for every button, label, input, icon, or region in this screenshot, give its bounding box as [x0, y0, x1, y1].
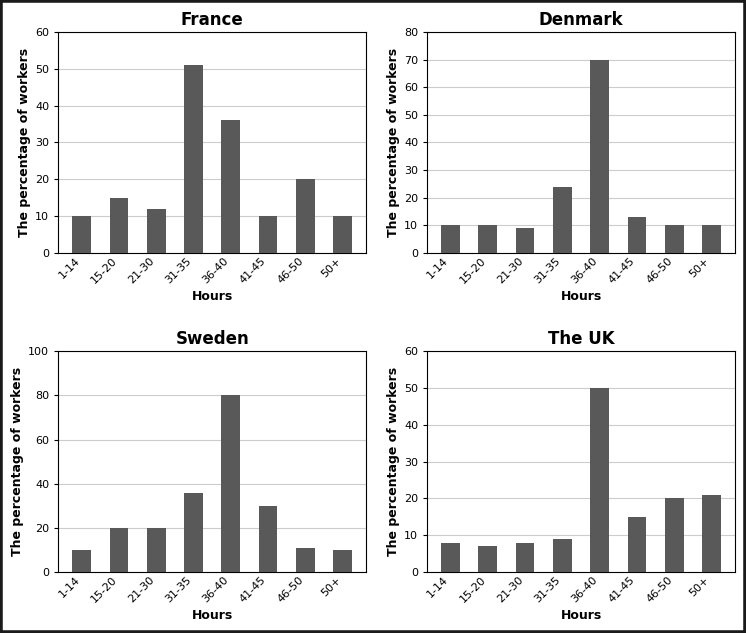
Y-axis label: The percentage of workers: The percentage of workers — [11, 367, 24, 556]
Bar — [296, 548, 315, 572]
Bar — [590, 388, 609, 572]
Bar — [110, 197, 128, 253]
X-axis label: Hours: Hours — [560, 290, 602, 303]
Bar — [259, 216, 278, 253]
Bar — [553, 187, 571, 253]
Bar — [72, 216, 91, 253]
Title: The UK: The UK — [548, 330, 615, 348]
Bar — [259, 506, 278, 572]
Bar — [665, 499, 683, 572]
Bar — [296, 179, 315, 253]
Bar — [590, 60, 609, 253]
Bar — [184, 492, 203, 572]
Bar — [702, 225, 721, 253]
Bar — [147, 528, 166, 572]
Bar — [222, 396, 240, 572]
Bar — [702, 495, 721, 572]
Bar — [222, 120, 240, 253]
X-axis label: Hours: Hours — [560, 609, 602, 622]
Bar — [627, 517, 646, 572]
Bar — [184, 65, 203, 253]
Title: Sweden: Sweden — [175, 330, 249, 348]
Bar — [553, 539, 571, 572]
Y-axis label: The percentage of workers: The percentage of workers — [387, 367, 400, 556]
Bar — [627, 217, 646, 253]
Bar — [147, 209, 166, 253]
Y-axis label: The percentage of workers: The percentage of workers — [387, 48, 400, 237]
Bar — [333, 550, 352, 572]
Bar — [478, 546, 497, 572]
Bar — [478, 225, 497, 253]
Title: France: France — [181, 11, 243, 29]
Bar — [110, 528, 128, 572]
Bar — [441, 225, 460, 253]
Y-axis label: The percentage of workers: The percentage of workers — [18, 48, 31, 237]
X-axis label: Hours: Hours — [192, 290, 233, 303]
X-axis label: Hours: Hours — [192, 609, 233, 622]
Bar — [515, 542, 534, 572]
Title: Denmark: Denmark — [539, 11, 624, 29]
Bar — [665, 225, 683, 253]
Bar — [441, 542, 460, 572]
Bar — [72, 550, 91, 572]
Bar — [333, 216, 352, 253]
Bar — [515, 228, 534, 253]
